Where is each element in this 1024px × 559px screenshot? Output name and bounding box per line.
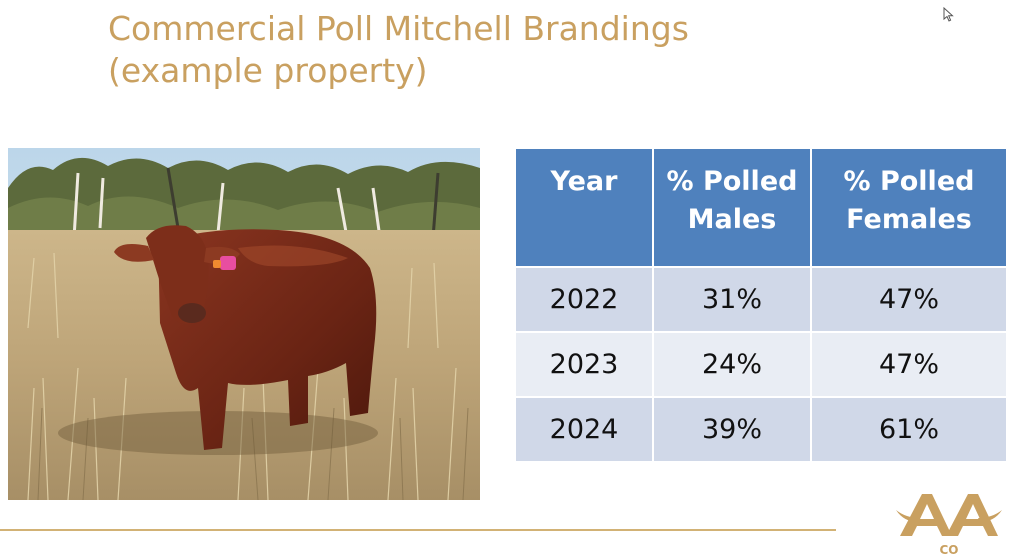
title-line-2: (example property) — [108, 51, 428, 90]
cell-polled-females: 61% — [810, 396, 1008, 463]
slide-title: Commercial Poll Mitchell Brandings (exam… — [108, 8, 868, 92]
cell-polled-females: 47% — [810, 331, 1008, 398]
header-polled-females: % Polled Females — [810, 147, 1008, 268]
cell-year: 2023 — [514, 331, 654, 398]
header-year: Year — [514, 147, 654, 268]
cell-polled-females: 47% — [810, 266, 1008, 333]
cell-polled-males: 39% — [652, 396, 812, 463]
header-polled-males: % Polled Males — [652, 147, 812, 268]
logo-subtext: CO — [939, 543, 958, 557]
cell-polled-males: 24% — [652, 331, 812, 398]
table-row: 2024 39% 61% — [514, 396, 1008, 463]
polled-percentage-table: Year % Polled Males % Polled Females 2022 … — [514, 147, 1008, 463]
cell-polled-males: 31% — [652, 266, 812, 333]
bull-photo — [8, 148, 480, 500]
table-header-row: Year % Polled Males % Polled Females — [514, 147, 1008, 268]
cell-year: 2024 — [514, 396, 654, 463]
table-row: 2023 24% 47% — [514, 331, 1008, 398]
cell-year: 2022 — [514, 266, 654, 333]
table-row: 2022 31% 47% — [514, 266, 1008, 333]
mouse-pointer-icon — [943, 7, 954, 22]
footer-divider — [0, 529, 836, 531]
aaco-logo: CO — [896, 494, 1002, 557]
title-line-1: Commercial Poll Mitchell Brandings — [108, 9, 689, 48]
